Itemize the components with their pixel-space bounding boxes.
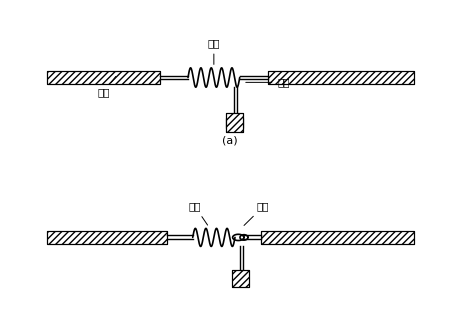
Bar	[47, 231, 167, 244]
Bar	[268, 71, 414, 84]
Text: 绺紧: 绺紧	[189, 202, 208, 225]
Bar	[226, 113, 243, 132]
Bar	[226, 113, 243, 132]
Bar	[268, 71, 414, 84]
Bar	[47, 71, 160, 84]
Bar	[226, 118, 243, 128]
Bar	[47, 231, 167, 244]
Bar	[226, 113, 243, 132]
Text: 打结: 打结	[244, 202, 269, 225]
Bar	[261, 231, 414, 244]
Bar	[268, 71, 414, 84]
Bar	[232, 269, 249, 287]
Bar	[232, 269, 249, 287]
Bar	[226, 118, 243, 128]
Text: (a): (a)	[222, 136, 238, 145]
Text: 支路: 支路	[246, 78, 290, 87]
Bar	[261, 231, 414, 244]
Bar	[47, 71, 160, 84]
Text: 缠紧: 缠紧	[208, 38, 220, 64]
Bar	[47, 71, 160, 84]
Text: 干路: 干路	[97, 77, 116, 97]
Bar	[232, 269, 249, 287]
Bar	[226, 118, 243, 128]
Bar	[261, 231, 414, 244]
Bar	[47, 231, 167, 244]
